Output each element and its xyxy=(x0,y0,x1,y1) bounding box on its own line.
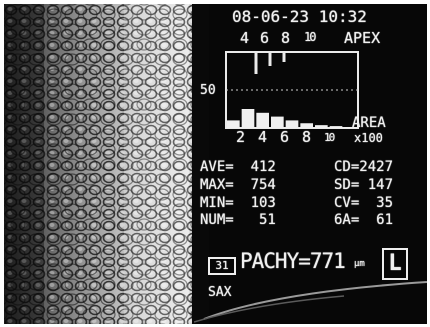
stat-sd: SD= 147 xyxy=(334,177,394,193)
histogram-bar xyxy=(285,120,299,128)
apex-label: APEX xyxy=(344,29,381,47)
stat-max: MAX= 754 xyxy=(200,177,276,193)
area-label: AREA xyxy=(352,115,386,131)
footer-label: SAX xyxy=(208,285,232,300)
histogram-bar xyxy=(315,125,328,128)
stat-ave: AVE= 412 xyxy=(200,159,276,175)
stat-num: NUM= 51 xyxy=(200,212,276,228)
image-index: 31 xyxy=(215,259,229,272)
specular-microscopy-frame: 08-06-23 10:32 4 6 8 10 APEX 50 2 4 6 8 … xyxy=(4,4,427,324)
histogram-bar xyxy=(300,123,313,128)
stat-6a: 6A= 61 xyxy=(334,212,394,228)
area-tick-10: 10 xyxy=(324,131,335,144)
image-index-box: 31 xyxy=(208,257,236,275)
endothelial-micrograph xyxy=(4,4,209,324)
area-unit: x100 xyxy=(354,131,383,145)
stat-cv: CV= 35 xyxy=(334,195,394,211)
pachymetry-unit: μm xyxy=(354,259,365,269)
area-tick-2: 2 xyxy=(236,128,246,146)
apex-tick-10: 10 xyxy=(304,30,317,44)
histogram-bar xyxy=(271,116,284,128)
apex-tick-6: 6 xyxy=(260,29,270,47)
corneal-reflection-curve xyxy=(194,281,427,323)
histogram-bar xyxy=(344,127,357,128)
stat-min: MIN= 103 xyxy=(200,195,276,211)
cell-area-histogram xyxy=(225,51,359,129)
y-marker-50: 50 xyxy=(200,83,216,98)
histogram-bar xyxy=(227,120,240,128)
histogram-bar xyxy=(329,126,343,128)
area-tick-4: 4 xyxy=(258,128,268,146)
pachymetry-value: PACHY=771 xyxy=(240,249,346,273)
datetime-readout: 08-06-23 10:32 xyxy=(232,7,367,26)
apex-tick-4: 4 xyxy=(240,29,250,47)
area-tick-8: 8 xyxy=(302,128,312,146)
area-tick-6: 6 xyxy=(280,128,290,146)
eye-side-box: L xyxy=(382,248,408,280)
histogram-bar xyxy=(241,109,255,128)
stat-cd: CD=2427 xyxy=(334,159,394,175)
apex-tick-8: 8 xyxy=(281,29,291,47)
eye-side: L xyxy=(388,251,402,276)
histogram-bar xyxy=(256,112,269,128)
